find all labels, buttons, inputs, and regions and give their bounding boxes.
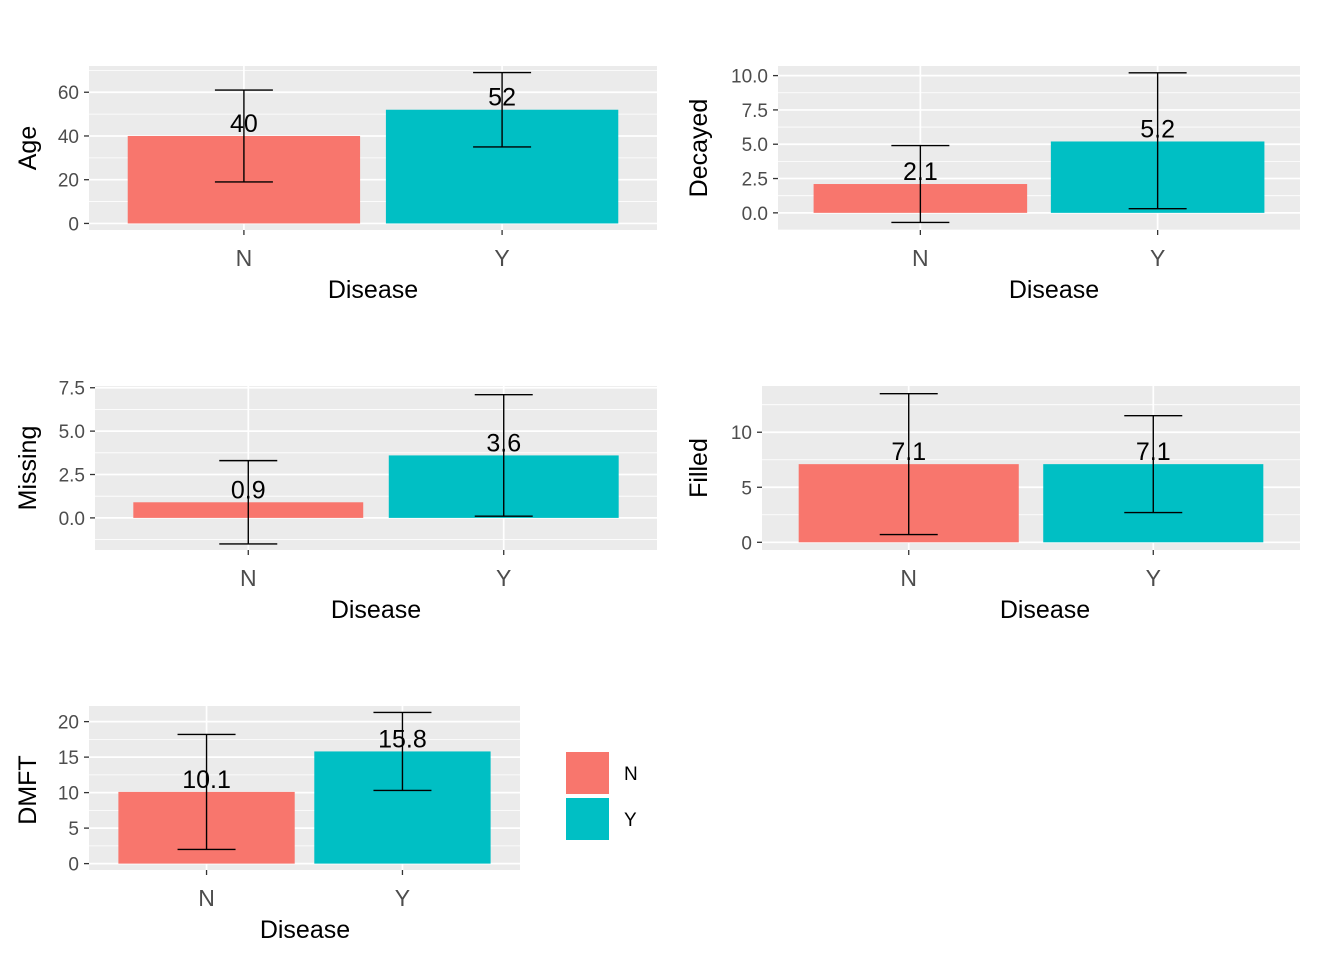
data-label-n: 0.9 bbox=[231, 476, 266, 504]
y-tick-label: 20 bbox=[58, 713, 79, 734]
y-axis-title: Decayed bbox=[685, 99, 713, 198]
y-axis-title: Missing bbox=[14, 426, 42, 511]
y-tick-label: 2.5 bbox=[742, 170, 768, 191]
x-tick-label: Y bbox=[1146, 565, 1161, 591]
y-tick-label: 5 bbox=[68, 819, 79, 840]
y-tick-label: 20 bbox=[58, 171, 79, 192]
x-axis-title: Disease bbox=[331, 596, 421, 624]
y-axis-title: Filled bbox=[685, 438, 713, 498]
chart-age: 0 20 40 60 40 N 52 Y Disease Age bbox=[14, 66, 657, 304]
data-label-n: 7.1 bbox=[891, 438, 926, 466]
x-tick-label: Y bbox=[494, 245, 509, 271]
legend-key-n bbox=[566, 752, 609, 794]
chart-decayed: 0.0 2.5 5.0 7.5 10.0 2.1 N 5.2 Y Disease Decayed bbox=[685, 66, 1300, 304]
y-axis-title: DMFT bbox=[14, 755, 42, 824]
legend-label-y: Y bbox=[624, 810, 637, 831]
y-tick-label: 0 bbox=[68, 214, 79, 235]
x-tick-label: Y bbox=[1150, 245, 1165, 271]
chart-dmft: 0 5 10 15 20 10.1 N 15.8 Y Disease DMFT bbox=[14, 706, 520, 944]
x-tick-label: Y bbox=[395, 885, 410, 911]
chart-missing: 0.0 2.5 5.0 7.5 0.9 N 3.6 Y Disease Missing bbox=[14, 379, 657, 624]
y-tick-label: 7.5 bbox=[59, 379, 85, 400]
data-label-y: 52 bbox=[488, 84, 516, 112]
y-tick-label: 60 bbox=[58, 83, 79, 104]
data-label-y: 5.2 bbox=[1140, 115, 1175, 143]
data-label-n: 2.1 bbox=[903, 158, 938, 186]
y-tick-label: 2.5 bbox=[59, 466, 85, 487]
x-tick-label: Y bbox=[496, 565, 511, 591]
data-label-n: 10.1 bbox=[182, 766, 231, 794]
data-label-y: 15.8 bbox=[378, 725, 427, 753]
x-tick-label: N bbox=[900, 565, 917, 591]
x-axis-title: Disease bbox=[260, 916, 350, 944]
y-tick-label: 7.5 bbox=[742, 101, 768, 122]
data-label-y: 3.6 bbox=[486, 429, 521, 457]
x-axis-title: Disease bbox=[1009, 276, 1099, 304]
data-label-y: 7.1 bbox=[1136, 438, 1171, 466]
x-axis-title: Disease bbox=[328, 276, 418, 304]
x-axis-title: Disease bbox=[1000, 596, 1090, 624]
y-tick-label: 0.0 bbox=[742, 204, 768, 225]
y-tick-label: 15 bbox=[58, 748, 79, 769]
y-tick-label: 40 bbox=[58, 127, 79, 148]
chart-filled: 0 5 10 7.1 N 7.1 Y Disease Filled bbox=[685, 386, 1300, 624]
data-label-n: 40 bbox=[230, 110, 258, 138]
x-tick-label: N bbox=[236, 245, 253, 271]
y-tick-label: 10 bbox=[731, 423, 752, 444]
y-tick-label: 10.0 bbox=[731, 67, 768, 88]
legend-key-y bbox=[566, 798, 609, 840]
y-tick-label: 10 bbox=[58, 784, 79, 805]
y-tick-label: 5.0 bbox=[742, 135, 768, 156]
y-tick-label: 0.0 bbox=[59, 509, 85, 530]
y-axis-title: Age bbox=[14, 126, 42, 170]
x-tick-label: N bbox=[912, 245, 929, 271]
legend: NY bbox=[566, 752, 638, 840]
x-tick-label: N bbox=[240, 565, 257, 591]
y-tick-label: 0 bbox=[741, 533, 752, 554]
y-tick-label: 5 bbox=[741, 478, 752, 499]
legend-label-n: N bbox=[624, 764, 638, 785]
x-tick-label: N bbox=[198, 885, 215, 911]
y-tick-label: 0 bbox=[68, 855, 79, 876]
y-tick-label: 5.0 bbox=[59, 422, 85, 443]
